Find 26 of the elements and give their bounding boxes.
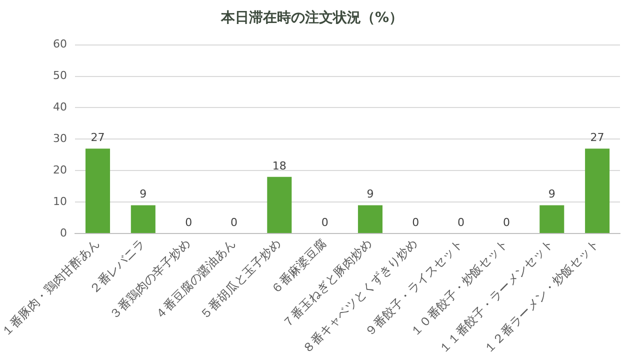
data-label: 9 — [140, 188, 147, 201]
y-tick-label: 30 — [53, 132, 68, 146]
data-label: 27 — [590, 130, 604, 144]
data-label: 0 — [321, 216, 328, 229]
data-label: 0 — [412, 216, 420, 229]
data-label: 0 — [185, 216, 192, 229]
bar — [585, 148, 610, 234]
chart-title: 本日滞在時の注文状況（%） — [220, 9, 404, 26]
data-label: 0 — [230, 216, 238, 229]
data-label: 0 — [502, 216, 510, 229]
bar — [85, 148, 110, 234]
bar — [267, 176, 292, 234]
y-tick-label: 20 — [53, 163, 68, 176]
y-tick-label: 40 — [53, 100, 68, 114]
bar — [358, 205, 382, 234]
y-tick-label: 0 — [60, 226, 68, 240]
data-label: 0 — [458, 216, 465, 229]
data-label: 27 — [90, 130, 105, 144]
y-tick-label: 50 — [53, 69, 68, 82]
bar — [540, 205, 564, 234]
data-label: 18 — [272, 159, 286, 172]
y-tick-label: 60 — [53, 38, 68, 51]
data-label: 9 — [366, 188, 374, 201]
y-tick-label: 10 — [53, 194, 68, 208]
bar — [130, 205, 156, 234]
data-label: 9 — [548, 188, 556, 201]
